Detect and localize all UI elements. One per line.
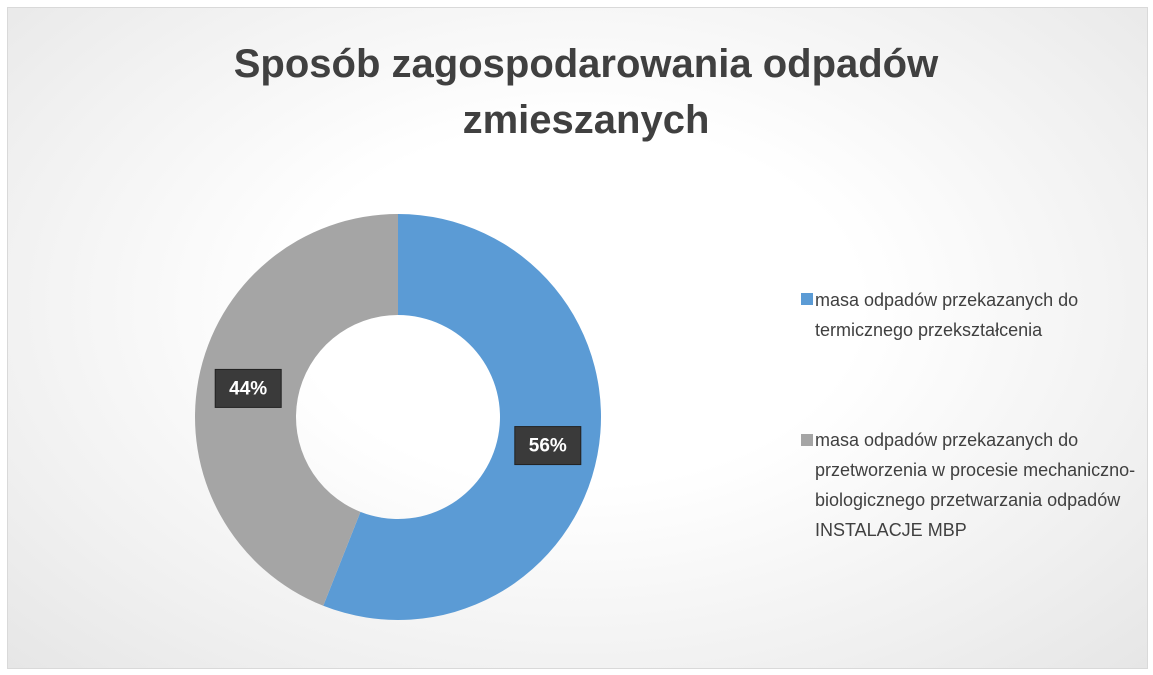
data-label-box — [214, 368, 282, 408]
donut-segment — [194, 214, 398, 606]
data-label-box — [514, 426, 582, 466]
legend-swatch — [801, 434, 813, 446]
chart-title: Sposób zagospodarowania odpadów zmieszan… — [233, 42, 939, 142]
donut-segment — [323, 214, 601, 620]
legend-swatch — [801, 293, 813, 305]
legend-label: masa odpadów przekazanych do termicznego… — [815, 290, 1079, 340]
data-label: 56% — [529, 436, 567, 457]
data-label: 44% — [229, 378, 267, 399]
legend-label: masa odpadów przekazanych do przetworzen… — [815, 430, 1136, 540]
